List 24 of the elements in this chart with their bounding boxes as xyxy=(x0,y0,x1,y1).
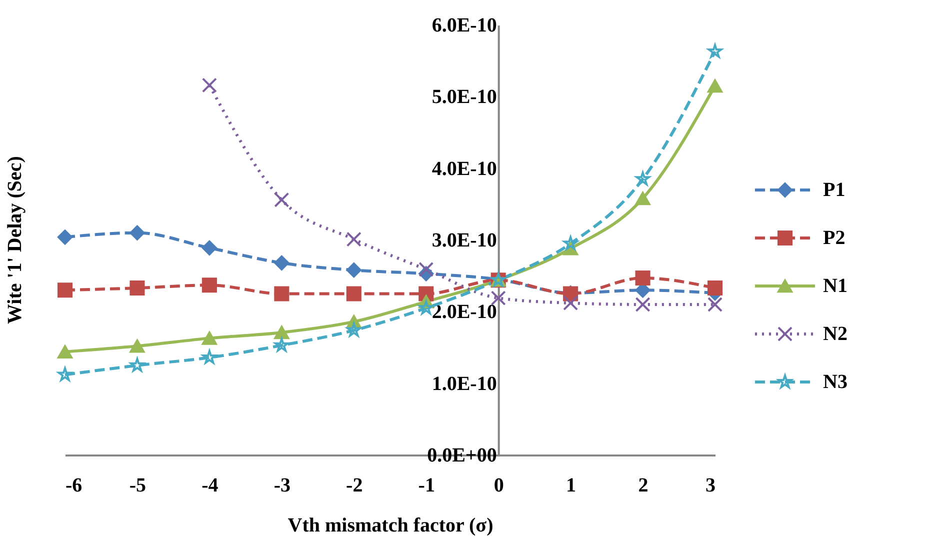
x-axis-title: Vth mismatch factor (σ) xyxy=(288,514,494,536)
x-tick-label: 3 xyxy=(706,474,716,496)
y-tick-label: 5.0E-10 xyxy=(432,86,497,108)
legend-label: N2 xyxy=(823,323,848,345)
x-tick-label: 0 xyxy=(494,474,504,496)
y-axis-title: Wite '1' Delay (Sec) xyxy=(4,156,26,324)
x-tick-label: 1 xyxy=(566,474,576,496)
y-tick-label: 0.0E+00 xyxy=(427,444,497,466)
legend-label: P1 xyxy=(823,179,846,201)
x-tick-label: -1 xyxy=(418,474,435,496)
legend-label: P2 xyxy=(823,227,846,249)
legend-label: N1 xyxy=(823,275,848,297)
x-tick-label: -2 xyxy=(346,474,363,496)
x-tick-label: -4 xyxy=(202,474,218,496)
x-tick-label: 2 xyxy=(638,474,648,496)
y-tick-label: 2.0E-10 xyxy=(432,301,497,324)
x-tick-label: -3 xyxy=(274,474,291,496)
x-tick-label: -6 xyxy=(66,474,82,496)
legend-label: N3 xyxy=(823,371,848,393)
x-tick-label: -5 xyxy=(129,474,146,496)
y-tick-label: 6.0E-10 xyxy=(432,14,497,36)
y-tick-label: 3.0E-10 xyxy=(432,230,497,252)
y-tick-label: 4.0E-10 xyxy=(432,158,497,180)
y-tick-label: 1.0E-10 xyxy=(432,372,497,395)
